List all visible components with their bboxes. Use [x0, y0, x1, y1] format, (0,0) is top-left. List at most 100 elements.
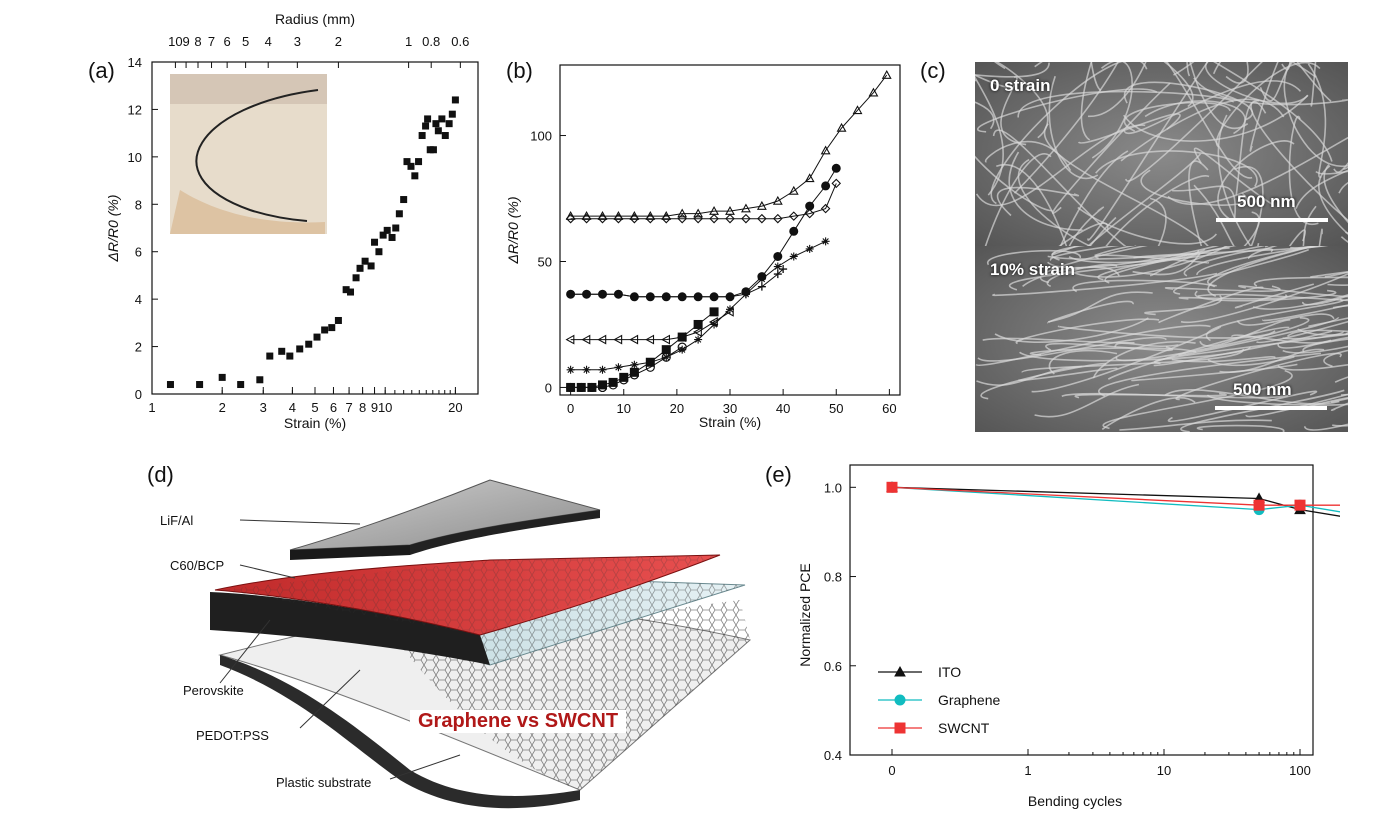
legend-label: SWCNT [938, 720, 990, 736]
fiber [1029, 347, 1197, 356]
top-tick-label-a: 5 [242, 34, 249, 49]
fiber [1074, 392, 1227, 399]
fiber [1173, 62, 1195, 76]
plot-frame-b [559, 64, 901, 396]
layer-perovskite [210, 592, 490, 665]
sem-image-10-strain: 10% strain 500 nm [975, 246, 1348, 432]
data-point-a [429, 146, 437, 154]
data-point-b [582, 365, 591, 374]
data-point-b [692, 327, 702, 337]
x-tick-label-b: 20 [670, 401, 684, 416]
fiber [1104, 248, 1206, 284]
fiber [1295, 169, 1348, 209]
fiber [1180, 389, 1345, 432]
series-line-b [570, 311, 715, 388]
x-tick-label-a: 2 [219, 400, 226, 415]
fiber [975, 62, 1050, 78]
y-axis-title-a: ΔR/R0 (%) [105, 195, 121, 263]
fiber [1175, 352, 1342, 401]
panel-label-d: (d) [147, 462, 174, 487]
data-point-b [629, 334, 639, 345]
data-point-b [576, 382, 586, 393]
fiber [1045, 342, 1173, 352]
x-tick-label-a: 1 [148, 400, 155, 415]
fiber [990, 62, 1148, 205]
y-tick-label-e: 0.8 [824, 570, 842, 585]
fiber [1303, 423, 1348, 431]
data-point-b [788, 185, 799, 195]
series-e-swcnt [886, 481, 1340, 511]
label-lif-al: LiF/Al [160, 513, 194, 528]
data-point-a [434, 127, 442, 135]
legend-e: ITO Graphene SWCNT [878, 664, 1000, 736]
data-point-a [286, 352, 294, 360]
fiber [1059, 150, 1129, 246]
data-point-b [598, 365, 607, 374]
top-tick-label-a: 10 [168, 34, 182, 49]
data-point-b [645, 211, 656, 220]
data-point-b [741, 213, 751, 224]
fiber [1048, 291, 1153, 323]
x-tick-label-a: 5 [311, 400, 318, 415]
y-tick-label-a: 8 [135, 197, 142, 212]
data-point-a [218, 373, 226, 381]
fiber [1008, 249, 1199, 291]
fiber [1308, 317, 1348, 327]
fiber [1225, 62, 1249, 84]
scale-bar-bottom [1215, 406, 1327, 410]
data-point-b [581, 334, 591, 345]
x-tick-label-e: 0 [888, 763, 895, 778]
label-c60-bcp: C60/BCP [170, 558, 225, 573]
y-tick-label-a: 2 [135, 340, 142, 355]
y-tick-label-b: 100 [530, 129, 552, 144]
data-point-a [367, 262, 375, 270]
data-point-a [379, 231, 387, 239]
fiber [1140, 169, 1247, 206]
fiber [1288, 229, 1306, 246]
data-point-b [836, 122, 847, 132]
fiber [1183, 248, 1274, 277]
data-point-b [741, 203, 751, 213]
fiber [1089, 216, 1117, 246]
series-e-ito [886, 481, 1340, 517]
panel-label-a: (a) [88, 58, 115, 83]
device-stack-illustration [210, 479, 752, 809]
data-point-b [608, 377, 618, 387]
fiber-texture-top [975, 62, 1348, 246]
data-point-a [321, 326, 329, 334]
x-tick-label-e: 100 [1289, 763, 1311, 778]
fiber [994, 62, 1049, 139]
label-pedot-pss: PEDOT:PSS [196, 728, 269, 743]
data-point-a [256, 376, 264, 384]
fiber [1327, 283, 1348, 286]
fiber [1077, 113, 1181, 144]
data-point-a [432, 120, 440, 128]
fiber [1058, 222, 1109, 246]
series-b-3 [566, 265, 788, 301]
fiber [1094, 246, 1136, 257]
series-line-b [570, 74, 888, 217]
fiber [1144, 294, 1223, 316]
inset-finger [170, 190, 325, 234]
inset-photo-shade [170, 74, 327, 104]
label-plastic-substrate: Plastic substrate [276, 775, 372, 790]
fiber-texture-bottom [975, 246, 1348, 432]
data-point-b [693, 319, 703, 329]
legend-label: ITO [938, 664, 961, 680]
series-line-b [570, 240, 826, 371]
data-point-a [356, 264, 364, 272]
fiber [1282, 333, 1348, 340]
fiber [1034, 383, 1140, 418]
fiber [1068, 206, 1105, 246]
fiber [1120, 98, 1285, 162]
data-point-b [565, 211, 576, 220]
data-point-b [789, 226, 799, 236]
data-point-b [645, 357, 655, 367]
data-point-b [645, 213, 656, 224]
fiber [1300, 396, 1348, 411]
fiber [1072, 279, 1216, 293]
data-point-b [693, 208, 704, 218]
data-point-b [757, 213, 767, 224]
data-point-b [710, 320, 719, 329]
data-point-a [422, 122, 430, 130]
